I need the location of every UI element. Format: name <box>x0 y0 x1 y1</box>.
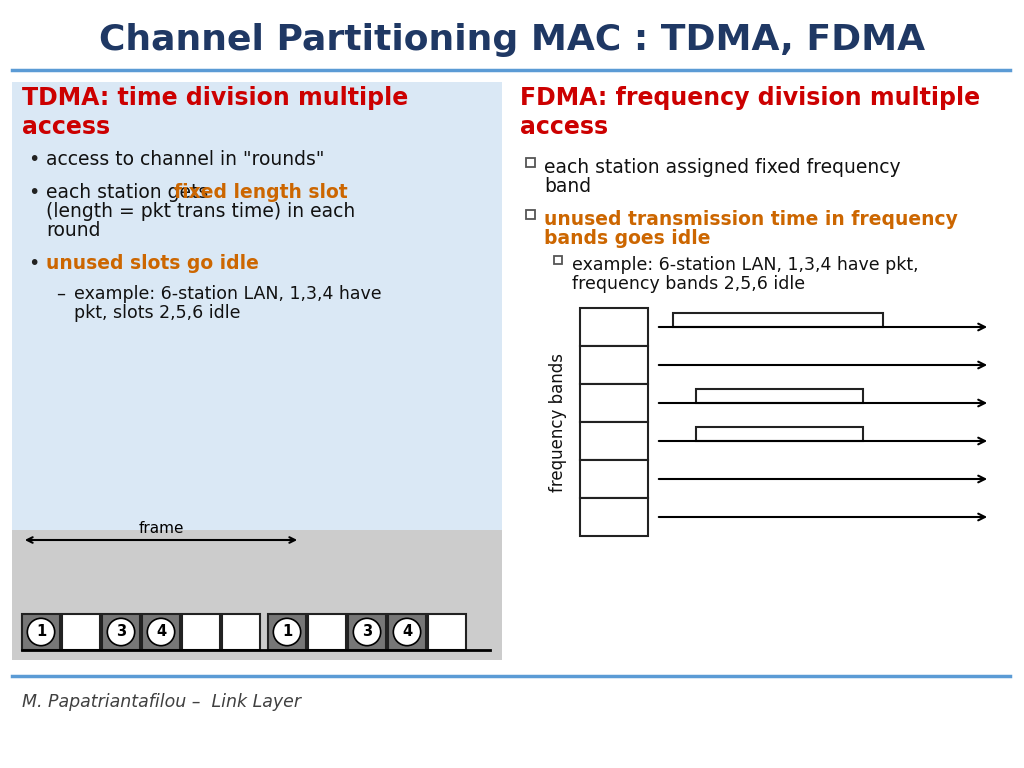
Bar <box>388 614 426 650</box>
Bar <box>222 614 260 650</box>
Bar <box>554 256 562 264</box>
Bar <box>142 614 180 650</box>
Bar <box>673 313 883 327</box>
Bar <box>580 346 648 384</box>
Circle shape <box>108 618 135 646</box>
Text: bands goes idle: bands goes idle <box>544 229 711 248</box>
Bar <box>12 82 502 660</box>
Bar <box>308 614 346 650</box>
Circle shape <box>273 618 301 646</box>
Text: •: • <box>28 150 39 169</box>
Bar <box>525 210 535 219</box>
Bar <box>348 614 386 650</box>
Circle shape <box>353 618 381 646</box>
Bar <box>696 389 863 403</box>
Text: access to channel in "rounds": access to channel in "rounds" <box>46 150 325 169</box>
Bar <box>580 308 648 346</box>
Bar <box>428 614 466 650</box>
Text: 3: 3 <box>116 624 126 640</box>
Text: Channel Partitioning MAC : TDMA, FDMA: Channel Partitioning MAC : TDMA, FDMA <box>99 23 925 57</box>
Text: 4: 4 <box>156 624 166 640</box>
Bar <box>580 498 648 536</box>
Text: example: 6-station LAN, 1,3,4 have pkt,: example: 6-station LAN, 1,3,4 have pkt, <box>572 256 919 274</box>
Text: (length = pkt trans time) in each: (length = pkt trans time) in each <box>46 202 355 221</box>
Text: M. Papatriantafilou –  Link Layer: M. Papatriantafilou – Link Layer <box>22 693 301 711</box>
Circle shape <box>147 618 175 646</box>
Bar <box>580 384 648 422</box>
Bar <box>525 157 535 167</box>
Bar <box>22 614 60 650</box>
Circle shape <box>393 618 421 646</box>
Text: 3: 3 <box>361 624 372 640</box>
Text: example: 6-station LAN, 1,3,4 have: example: 6-station LAN, 1,3,4 have <box>74 285 382 303</box>
Text: –: – <box>56 285 65 303</box>
Text: 1: 1 <box>282 624 292 640</box>
Text: •: • <box>28 254 39 273</box>
Bar <box>12 530 502 660</box>
Text: TDMA: time division multiple
access: TDMA: time division multiple access <box>22 86 409 139</box>
Text: each station gets: each station gets <box>46 183 214 202</box>
Bar <box>696 427 863 441</box>
Bar <box>62 614 100 650</box>
Circle shape <box>28 618 54 646</box>
Text: unused transmission time in frequency: unused transmission time in frequency <box>544 210 957 229</box>
Bar <box>580 422 648 460</box>
Text: frequency bands 2,5,6 idle: frequency bands 2,5,6 idle <box>572 275 805 293</box>
Bar <box>182 614 220 650</box>
Text: pkt, slots 2,5,6 idle: pkt, slots 2,5,6 idle <box>74 304 241 322</box>
Bar <box>268 614 306 650</box>
Text: •: • <box>28 183 39 202</box>
Text: band: band <box>544 177 591 196</box>
Text: frequency bands: frequency bands <box>549 353 567 492</box>
Text: frame: frame <box>138 521 183 536</box>
Text: FDMA: frequency division multiple
access: FDMA: frequency division multiple access <box>520 86 980 139</box>
Bar <box>580 460 648 498</box>
Text: 4: 4 <box>402 624 412 640</box>
Text: fixed length slot: fixed length slot <box>174 183 347 202</box>
Text: 1: 1 <box>36 624 46 640</box>
Bar <box>102 614 140 650</box>
Text: each station assigned fixed frequency: each station assigned fixed frequency <box>544 158 901 177</box>
Text: round: round <box>46 221 100 240</box>
Text: unused slots go idle: unused slots go idle <box>46 254 259 273</box>
